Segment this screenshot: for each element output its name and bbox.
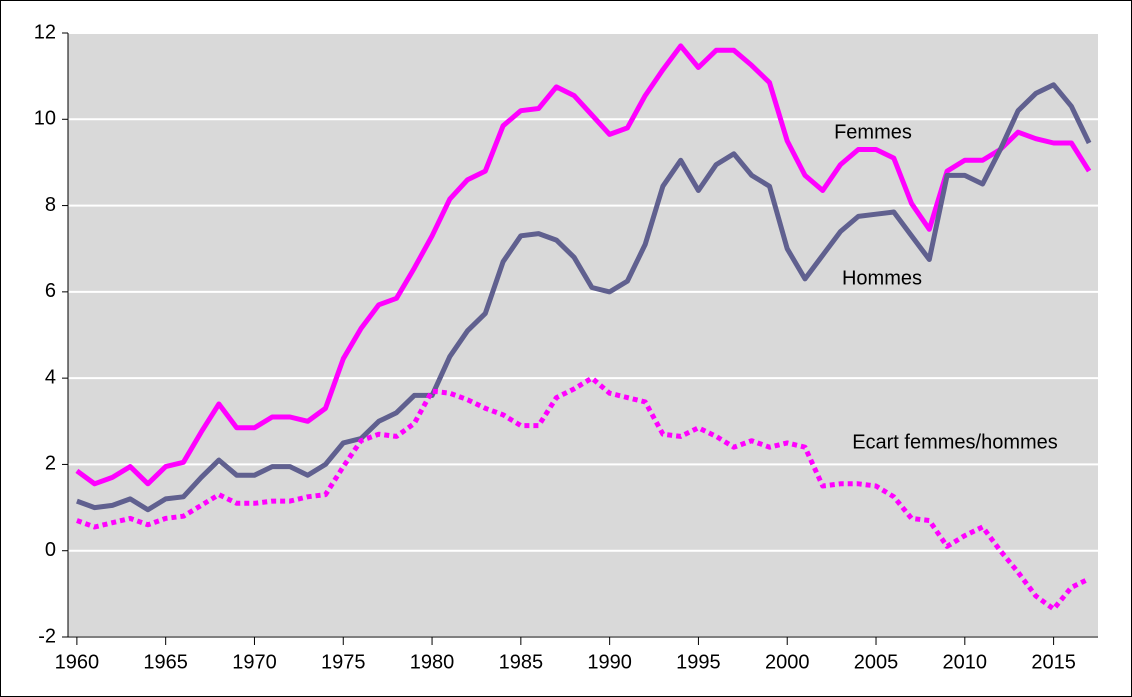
y-tick-label: 2 (45, 453, 56, 475)
y-tick-label: 0 (45, 539, 56, 561)
x-tick-label: 1975 (321, 651, 366, 673)
series-label: Ecart femmes/hommes (852, 431, 1058, 453)
series-line (76, 82, 1092, 513)
y-tick-label: 10 (34, 108, 56, 130)
y-tick-label: 8 (45, 194, 56, 216)
series-line (76, 375, 1091, 612)
x-tick-label: 2000 (765, 651, 810, 673)
x-tick-label: 2005 (854, 651, 899, 673)
x-tick-label: 1995 (676, 651, 721, 673)
x-tick-label: 1965 (143, 651, 188, 673)
x-tick-label: 1970 (232, 651, 277, 673)
x-tick-label: 1985 (499, 651, 544, 673)
plot-area (68, 33, 1098, 637)
y-tick-label: 12 (34, 21, 56, 43)
x-tick-label: 2010 (943, 651, 988, 673)
y-tick-label: 6 (45, 280, 56, 302)
x-tick-label: 2015 (1031, 651, 1076, 673)
x-tick-label: 1980 (410, 651, 455, 673)
y-tick-label: 4 (45, 366, 56, 388)
series-label: Femmes (834, 121, 912, 143)
series-line (75, 43, 1092, 487)
y-tick-label: -2 (38, 625, 56, 647)
x-tick-label: 1990 (587, 651, 632, 673)
x-tick-label: 1960 (55, 651, 100, 673)
series-label: Hommes (842, 267, 922, 289)
